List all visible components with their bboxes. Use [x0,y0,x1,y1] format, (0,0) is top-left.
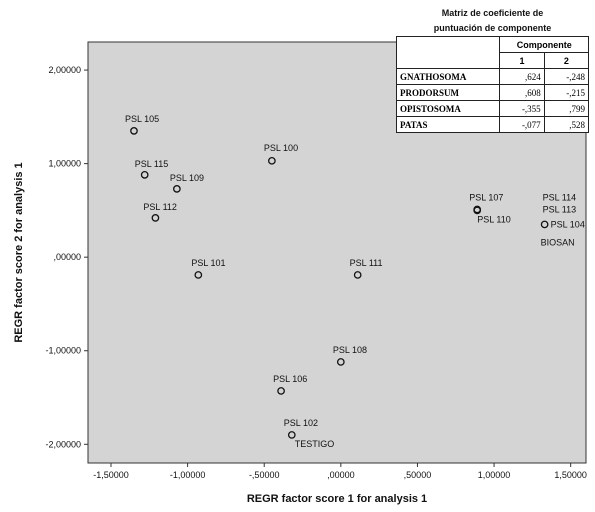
row-value-1: ,608 [499,84,545,101]
x-tick-label: 1,00000 [478,470,511,480]
row-label: PATAS [395,116,501,133]
y-tick-label: -1,00000 [45,346,81,356]
data-point-label: PSL 107 [469,192,503,202]
data-point-label: PSL 101 [191,258,225,268]
x-axis-label: REGR factor score 1 for analysis 1 [247,493,427,505]
row-value-1: -,355 [499,100,545,117]
data-point-label: BIOSAN [541,237,575,247]
row-value-2: -,215 [543,84,590,101]
data-point-marker [287,431,296,439]
data-point-label: PSL 113 [543,204,577,214]
coefficient-table: Componente 1 2 GNATHOSOMA ,624 -,248 PRO… [395,36,590,133]
data-point-label: PSL 112 [143,202,177,212]
data-point-marker [130,127,138,135]
coefficient-matrix-inset: Matriz de coeficiente de puntuación de c… [395,6,590,133]
x-tick-label: ,00000 [327,470,355,480]
table-row: PATAS -,077 ,528 [395,116,590,133]
data-point-label: PSL 109 [170,173,204,183]
data-point-marker [268,156,276,165]
y-axis-label: REGR factor score 2 for analysis 1 [13,162,25,342]
row-value-1: -,077 [499,116,545,133]
data-point-marker [151,214,160,222]
data-point-label: PSL 106 [273,374,307,384]
x-tick-label: -,50000 [249,470,280,480]
y-tick-label: -2,00000 [45,439,81,449]
x-tick-label: 1,50000 [554,470,587,480]
x-tick-label: -1,00000 [170,470,206,480]
data-point-label: TESTIGO [295,439,335,449]
data-point-label: PSL 105 [125,114,159,124]
component-header: Componente [499,36,589,53]
row-label: PRODORSUM [395,84,501,101]
row-value-2: ,528 [543,116,590,133]
data-point-marker [353,271,362,279]
data-point-marker [173,185,181,193]
table-row: PRODORSUM ,608 -,215 [395,84,590,101]
data-point-label: PSL 114 [543,192,577,202]
y-tick-label: 2,00000 [48,65,81,75]
inset-title-line1: Matriz de coeficiente de [396,6,589,21]
component-1-header: 1 [499,52,545,69]
row-value-1: ,624 [499,68,545,85]
table-row: OPISTOSOMA -,355 ,799 [395,100,590,117]
table-header-row: Componente [395,36,589,69]
data-point-marker [277,387,285,395]
data-point-marker [194,271,203,279]
component-2-header: 2 [543,52,590,69]
y-axis: 2,00000 1,00000 ,00000 -1,00000 -2,00000 [45,65,88,449]
x-tick-label: ,50000 [404,470,432,480]
table-row: GNATHOSOMA ,624 -,248 [395,68,590,85]
y-tick-label: ,00000 [53,252,81,262]
data-point-label: PSL 111 [350,258,383,268]
row-value-2: ,799 [543,100,590,117]
data-point-marker [336,358,345,366]
data-point-label: PSL 108 [333,345,367,355]
x-tick-label: -1,50000 [93,470,129,480]
data-point-label: PSL 102 [284,418,318,428]
inset-title-line2: puntuación de componente [396,21,589,36]
data-point-marker [473,206,482,215]
row-label: GNATHOSOMA [395,68,501,85]
x-axis: -1,50000 -1,00000 -,50000 ,00000 ,50000 1,000… [93,463,587,480]
table-corner-cell [395,36,501,69]
y-tick-label: 1,00000 [48,159,81,169]
row-label: OPISTOSOMA [395,100,501,117]
data-point-marker [540,220,549,229]
data-point-label: PSL 104 [551,219,585,229]
data-point-label: PSL 100 [264,143,298,153]
data-point-label: PSL 110 [477,214,511,224]
data-point-label: PSL 115 [135,159,169,169]
data-point-marker [140,170,149,179]
row-value-2: -,248 [543,68,590,85]
